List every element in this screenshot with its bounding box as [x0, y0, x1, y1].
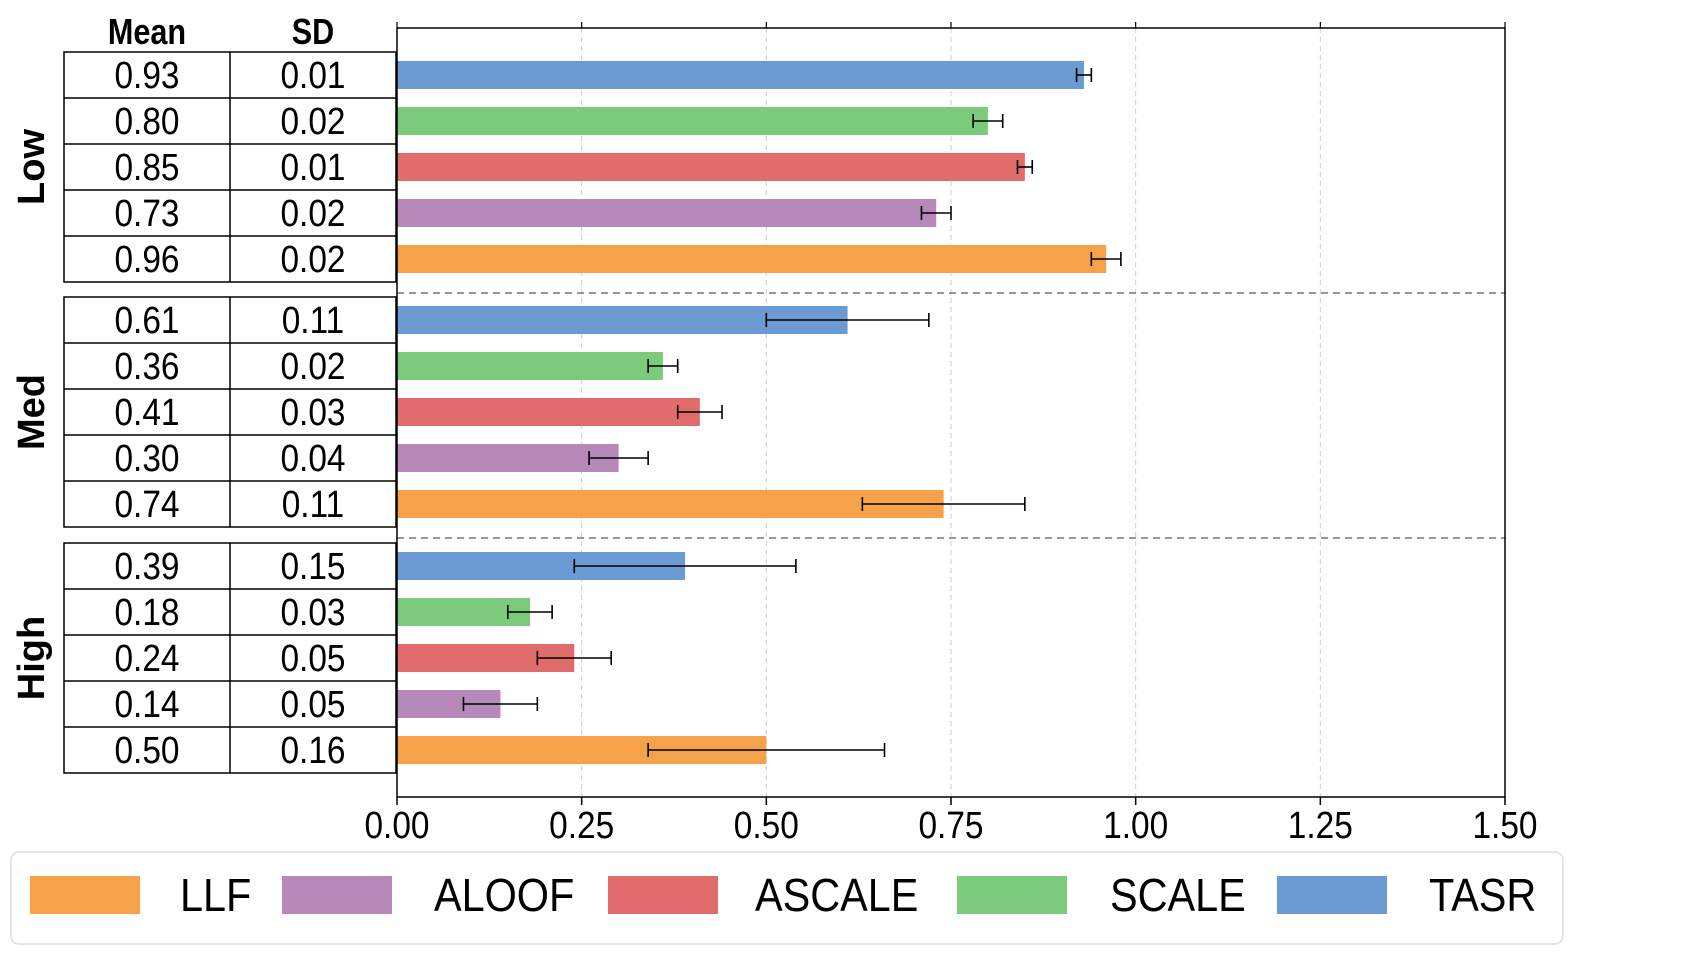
- mean-cell: 0.14: [114, 683, 179, 725]
- legend-swatch-tasr: [1277, 876, 1387, 914]
- group-label-med: Med: [11, 374, 53, 450]
- legend-label-llf: LLF: [180, 870, 251, 922]
- mean-cell: 0.74: [114, 483, 179, 525]
- mean-cell: 0.96: [114, 238, 179, 280]
- bar-aloof: [397, 199, 937, 227]
- x-tick-label: 1.25: [1288, 804, 1353, 846]
- group-label-low: Low: [11, 129, 53, 205]
- legend-label-aloof: ALOOF: [434, 870, 574, 922]
- mean-cell: 0.18: [114, 591, 179, 633]
- mean-cell: 0.80: [114, 100, 179, 142]
- legend-swatch-scale: [957, 876, 1067, 914]
- sd-cell: 0.02: [280, 238, 345, 280]
- legend-swatch-llf: [30, 876, 140, 914]
- sd-cell: 0.02: [280, 345, 345, 387]
- x-tick-label: 1.00: [1103, 804, 1168, 846]
- sd-cell: 0.02: [280, 100, 345, 142]
- legend-swatch-ascale: [608, 876, 718, 914]
- bar-llf: [397, 490, 944, 518]
- sd-cell: 0.05: [280, 637, 345, 679]
- mean-cell: 0.61: [114, 299, 179, 341]
- table-header-mean: Mean: [108, 13, 186, 53]
- legend-label-ascale: ASCALE: [755, 870, 918, 922]
- bar-scale: [397, 352, 663, 380]
- sd-cell: 0.03: [280, 391, 345, 433]
- mean-cell: 0.30: [114, 437, 179, 479]
- sd-cell: 0.03: [280, 591, 345, 633]
- mean-cell: 0.73: [114, 192, 179, 234]
- mean-cell: 0.39: [114, 545, 179, 587]
- sd-cell: 0.11: [282, 483, 345, 525]
- sd-cell: 0.02: [280, 192, 345, 234]
- mean-cell: 0.50: [114, 729, 179, 771]
- mean-cell: 0.85: [114, 146, 179, 188]
- sd-cell: 0.11: [282, 299, 345, 341]
- table-header-sd: SD: [292, 13, 334, 53]
- sd-cell: 0.04: [280, 437, 345, 479]
- legend-swatch-aloof: [282, 876, 392, 914]
- bar-tasr: [397, 61, 1084, 89]
- mean-cell: 0.24: [114, 637, 179, 679]
- mean-cell: 0.41: [114, 391, 179, 433]
- x-tick-label: 1.50: [1472, 804, 1537, 846]
- mean-cell: 0.36: [114, 345, 179, 387]
- legend-label-tasr: TASR: [1429, 870, 1536, 922]
- sd-cell: 0.16: [280, 729, 345, 771]
- bar-llf: [397, 245, 1107, 273]
- x-tick-label: 0.50: [734, 804, 799, 846]
- sd-cell: 0.01: [280, 146, 345, 188]
- legend-box: [10, 851, 1564, 945]
- legend-label-scale: SCALE: [1110, 870, 1246, 922]
- bar-ascale: [397, 153, 1025, 181]
- bar-scale: [397, 107, 988, 135]
- x-tick-label: 0.75: [918, 804, 983, 846]
- bar-aloof: [397, 444, 619, 472]
- x-tick-label: 0.00: [364, 804, 429, 846]
- x-tick-label: 0.25: [549, 804, 614, 846]
- mean-cell: 0.93: [114, 54, 179, 96]
- bar-ascale: [397, 398, 700, 426]
- sd-cell: 0.01: [280, 54, 345, 96]
- sd-cell: 0.05: [280, 683, 345, 725]
- sd-cell: 0.15: [280, 545, 345, 587]
- group-label-high: High: [11, 616, 53, 700]
